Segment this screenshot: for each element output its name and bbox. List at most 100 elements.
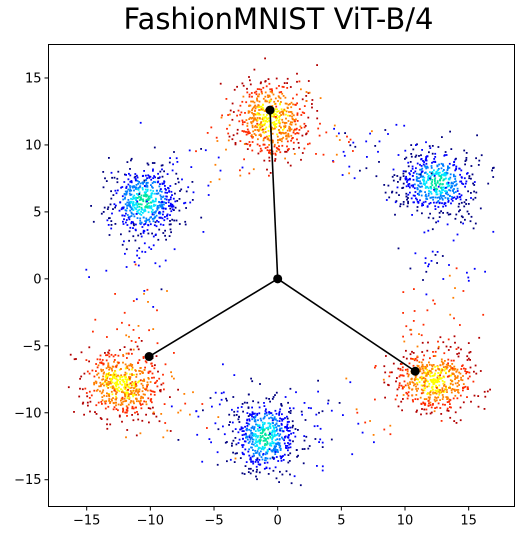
scatter-point: [300, 114, 303, 116]
scatter-point: [272, 113, 275, 115]
scatter-point: [399, 374, 402, 377]
scatter-point: [168, 190, 170, 193]
scatter-point: [410, 170, 412, 172]
scatter-point: [412, 352, 415, 354]
scatter-point: [260, 134, 262, 137]
scatter-point: [415, 178, 418, 181]
scatter-point: [471, 173, 474, 176]
scatter-point: [403, 340, 406, 343]
scatter-point: [115, 384, 117, 386]
scatter-point: [115, 204, 117, 207]
scatter-point: [131, 352, 133, 355]
scatter-point: [421, 351, 424, 353]
scatter-point: [254, 430, 257, 432]
scatter-point: [305, 95, 308, 97]
scatter-point: [265, 434, 267, 436]
scatter-point: [253, 133, 256, 135]
scatter-point: [271, 434, 273, 437]
scatter-point: [280, 91, 283, 93]
scatter-point: [189, 413, 191, 416]
scatter-point: [272, 424, 274, 427]
scatter-point: [151, 186, 154, 189]
scatter-point: [263, 402, 265, 404]
scatter-point: [427, 175, 430, 178]
scatter-point: [252, 435, 255, 437]
scatter-point: [130, 201, 133, 203]
scatter-point: [465, 203, 467, 205]
scatter-point: [128, 396, 131, 399]
scatter-point: [135, 298, 138, 301]
scatter-point: [439, 175, 442, 178]
scatter-point: [135, 202, 138, 204]
scatter-point: [146, 203, 149, 206]
scatter-point: [438, 183, 441, 186]
scatter-point: [389, 371, 391, 374]
scatter-point: [437, 347, 440, 350]
scatter-point: [438, 380, 441, 383]
scatter-point: [410, 155, 413, 158]
scatter-point: [467, 279, 470, 282]
scatter-point: [103, 400, 106, 403]
scatter-point: [467, 213, 470, 215]
scatter-point: [434, 196, 437, 199]
scatter-point: [128, 335, 130, 338]
scatter-point: [97, 372, 100, 375]
scatter-point: [345, 377, 348, 380]
scatter-point: [226, 441, 228, 443]
scatter-point: [445, 366, 448, 368]
scatter-point: [283, 442, 286, 445]
scatter-point: [153, 213, 155, 216]
scatter-point: [268, 431, 271, 434]
scatter-point: [162, 382, 165, 385]
scatter-point: [174, 183, 177, 185]
scatter-point: [395, 123, 398, 126]
center-marker: [410, 366, 420, 376]
scatter-point: [139, 203, 142, 206]
scatter-point: [152, 168, 154, 171]
scatter-point: [104, 379, 107, 381]
scatter-point: [416, 143, 418, 146]
scatter-point: [449, 213, 452, 216]
scatter-point: [270, 416, 272, 419]
scatter-point: [138, 401, 141, 403]
scatter-point: [448, 386, 450, 389]
scatter-point: [229, 421, 231, 423]
scatter-point: [284, 126, 287, 128]
scatter-point: [261, 445, 264, 448]
scatter-point: [258, 454, 261, 457]
scatter-point: [252, 120, 254, 123]
scatter-point: [264, 57, 266, 60]
scatter-point: [280, 110, 283, 113]
scatter-point: [428, 202, 431, 205]
scatter-point: [283, 453, 286, 456]
scatter-point: [121, 383, 123, 386]
scatter-point: [145, 217, 148, 220]
scatter-point: [417, 201, 420, 203]
scatter-point: [129, 364, 132, 367]
scatter-point: [447, 201, 450, 203]
scatter-point: [195, 150, 197, 153]
scatter-point: [138, 191, 141, 194]
scatter-point: [319, 122, 321, 125]
scatter-point: [127, 403, 130, 406]
scatter-point: [256, 122, 259, 125]
scatter-point: [437, 375, 440, 377]
scatter-point: [115, 408, 118, 410]
scatter-point: [160, 190, 163, 193]
scatter-point: [250, 92, 253, 94]
scatter-point: [263, 124, 265, 126]
scatter-point: [440, 358, 443, 361]
scatter-point: [232, 134, 235, 137]
scatter-point: [455, 184, 457, 187]
scatter-point: [448, 189, 450, 191]
scatter-point: [280, 427, 283, 430]
scatter-point: [101, 378, 104, 381]
scatter-point: [158, 228, 161, 231]
scatter-point: [103, 206, 106, 209]
scatter-point: [146, 381, 149, 384]
scatter-point: [252, 432, 255, 435]
scatter-point: [291, 121, 294, 124]
scatter-point: [434, 391, 436, 394]
scatter-point: [271, 449, 274, 452]
scatter-point: [460, 201, 463, 204]
